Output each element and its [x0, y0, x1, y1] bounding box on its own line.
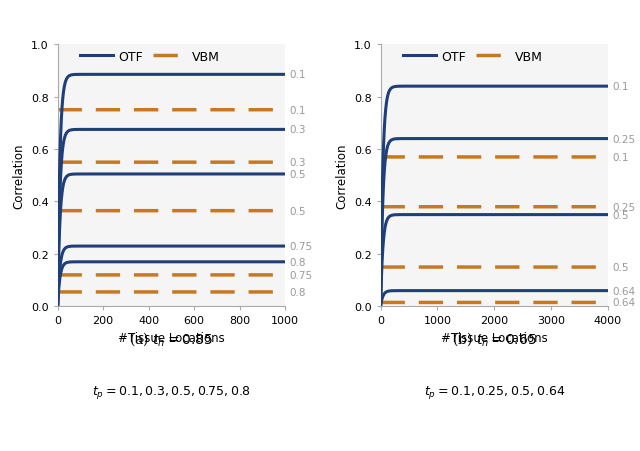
Y-axis label: Correlation: Correlation	[12, 143, 25, 208]
Text: 0.5: 0.5	[289, 170, 306, 179]
Text: (b) $t_h = 0.65$: (b) $t_h = 0.65$	[452, 329, 537, 347]
Text: 0.1: 0.1	[612, 152, 629, 162]
Text: $t_p = 0.1, 0.25, 0.5, 0.64$: $t_p = 0.1, 0.25, 0.5, 0.64$	[424, 383, 565, 400]
Text: 0.5: 0.5	[612, 262, 629, 272]
Text: 0.5: 0.5	[612, 210, 629, 220]
Text: 0.5: 0.5	[289, 206, 306, 216]
Text: 0.8: 0.8	[289, 287, 306, 297]
Legend: OTF, VBM: OTF, VBM	[398, 46, 547, 68]
Text: 0.25: 0.25	[612, 202, 636, 212]
Text: 0.25: 0.25	[612, 134, 636, 144]
Text: 0.64: 0.64	[612, 298, 636, 308]
Text: 0.8: 0.8	[289, 257, 306, 267]
Text: $t_p = 0.1, 0.3, 0.5, 0.75, 0.8$: $t_p = 0.1, 0.3, 0.5, 0.75, 0.8$	[92, 383, 251, 400]
Text: 0.3: 0.3	[289, 158, 306, 168]
Text: 0.1: 0.1	[289, 70, 306, 80]
Text: 0.1: 0.1	[289, 106, 306, 115]
X-axis label: #Tissue Locations: #Tissue Locations	[118, 331, 225, 344]
Text: 0.64: 0.64	[612, 286, 636, 296]
Legend: OTF, VBM: OTF, VBM	[75, 46, 224, 68]
Text: 0.75: 0.75	[289, 270, 313, 280]
Text: 0.3: 0.3	[289, 125, 306, 135]
Text: (a) $t_h = 0.85$: (a) $t_h = 0.85$	[129, 329, 213, 347]
Text: 0.75: 0.75	[289, 242, 313, 252]
X-axis label: #Tissue Locations: #Tissue Locations	[441, 331, 548, 344]
Text: 0.1: 0.1	[612, 82, 629, 92]
Y-axis label: Correlation: Correlation	[335, 143, 348, 208]
